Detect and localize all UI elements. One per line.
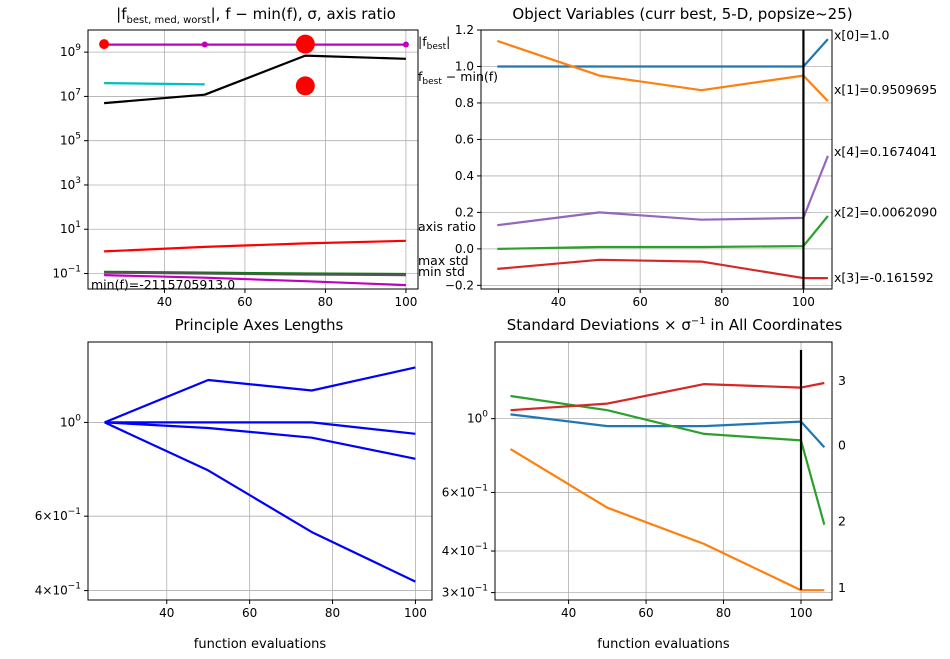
y-tick-label: 4×10−1 (442, 542, 488, 558)
data-group (99, 39, 409, 287)
y-tick-label: −0.2 (445, 278, 474, 292)
variable-label-4: x[3]=-0.161592 (834, 270, 934, 285)
series-line-4 (497, 258, 828, 280)
axes-frame (494, 341, 833, 601)
series-line-3 (104, 239, 406, 253)
red-dot-small (99, 39, 110, 50)
series-line-0 (497, 38, 829, 68)
variable-label-2: x[4]=0.1674041 (834, 144, 937, 159)
series-line-0 (104, 366, 416, 424)
plot-object-variables: 40 60 80 100 1.2 1.0 0.8 0.6 0.4 0.2 0.0 −0.2 Object… (445, 5, 937, 309)
x-tick-label: 60 (638, 606, 653, 620)
series-line-3 (510, 381, 825, 412)
y-tick-label: 0.6 (455, 132, 474, 146)
red-dot-large (295, 76, 315, 96)
series-line-2 (104, 82, 205, 86)
series-marker (201, 41, 208, 48)
x-tick-label: 60 (237, 295, 252, 309)
series-line-0 (510, 413, 826, 449)
coordinate-label-2: 2 (838, 514, 846, 529)
annotation-fbest-minus-min: fbest − min(f) (418, 69, 498, 87)
y-tick-label: 1.2 (455, 23, 474, 37)
chart-title: |fbest, med, worst|, f − min(f), σ, axis… (116, 5, 396, 26)
variable-label-1: x[1]=0.9509695 (834, 82, 937, 97)
x-tick-label: 40 (561, 606, 576, 620)
x-tick-label: 80 (716, 606, 731, 620)
y-tick-label: 4×10−1 (35, 582, 81, 598)
plot-fvalues: 40 60 80 100 109 107 105 103 101 10−1 |fbest, med,… (52, 5, 498, 309)
variable-label-0: x[0]=1.0 (834, 27, 890, 42)
axes-frame (87, 29, 419, 290)
plot-standard-deviations: 40 60 80 100 100 6×10−1 4×10−1 3×10−1 function e… (442, 316, 846, 652)
x-axis-label: function evaluations (597, 637, 730, 652)
y-tick-label: 0.2 (455, 205, 474, 219)
y-tick-label: 0.8 (455, 96, 474, 110)
series-line-1 (509, 448, 825, 592)
annotation-fbest: |fbest| (418, 34, 450, 52)
series-line-1 (496, 39, 829, 102)
axes-frame (87, 341, 433, 601)
y-tick-label: 107 (60, 87, 81, 103)
chart-title: Principle Axes Lengths (175, 316, 344, 334)
y-tick-label: 109 (60, 43, 81, 59)
min-f-label: min(f)=-2115705913.0 (91, 277, 235, 292)
y-tick-label: 1.0 (455, 59, 474, 73)
plot-principle-axes: 40 60 80 100 100 6×10−1 4×10−1 function evaluat… (35, 316, 433, 652)
series-line-2 (104, 421, 416, 460)
series-line-3 (497, 215, 829, 250)
x-tick-label: 80 (714, 295, 729, 309)
series-line-3 (104, 421, 416, 583)
x-tick-label: 100 (792, 295, 815, 309)
axes-frame (480, 29, 833, 290)
y-tick-label: 103 (60, 176, 81, 192)
y-tick-label: 6×10−1 (35, 507, 81, 523)
y-tick-label: 10−1 (52, 265, 81, 281)
x-tick-label: 100 (394, 295, 417, 309)
coordinate-label-1: 0 (838, 438, 846, 453)
series-marker (402, 41, 409, 48)
x-tick-label: 60 (242, 606, 257, 620)
chart-title: Object Variables (curr best, 5-D, popsiz… (512, 5, 852, 23)
annotation-axis-ratio: axis ratio (418, 219, 476, 234)
x-tick-label: 60 (633, 295, 648, 309)
series-line-1 (104, 421, 416, 435)
variable-label-3: x[2]=0.0062090 (834, 204, 937, 219)
x-tick-label: 80 (325, 606, 340, 620)
annotation-min-std: min std (418, 264, 465, 279)
series-line-1 (104, 54, 406, 105)
coordinate-label-0: 3 (838, 373, 846, 388)
y-tick-label: 3×10−1 (442, 584, 488, 600)
y-tick-label: 101 (60, 220, 81, 236)
x-tick-label: 40 (159, 606, 174, 620)
coordinate-label-3: 1 (838, 580, 846, 595)
y-tick-label: 6×10−1 (442, 483, 488, 499)
series-line-2 (497, 155, 829, 227)
annotation-max-std: max std (418, 253, 469, 268)
y-tick-label: 105 (60, 132, 81, 148)
x-tick-label: 100 (404, 606, 427, 620)
x-axis-label: function evaluations (194, 637, 327, 652)
x-tick-label: 80 (318, 295, 333, 309)
series-line-6 (104, 274, 406, 287)
red-dot-large (295, 34, 315, 54)
y-tick-label: 100 (60, 413, 81, 429)
y-tick-label: 100 (467, 410, 488, 426)
chart-title: Standard Deviations × σ−1 in All Coordin… (507, 316, 843, 334)
x-tick-label: 100 (790, 606, 813, 620)
series-line-5 (104, 271, 406, 277)
series-line-2 (510, 394, 826, 525)
y-tick-label: 0.0 (455, 242, 474, 256)
x-tick-label: 40 (157, 295, 172, 309)
y-tick-label: 0.4 (455, 169, 474, 183)
x-tick-label: 40 (551, 295, 566, 309)
